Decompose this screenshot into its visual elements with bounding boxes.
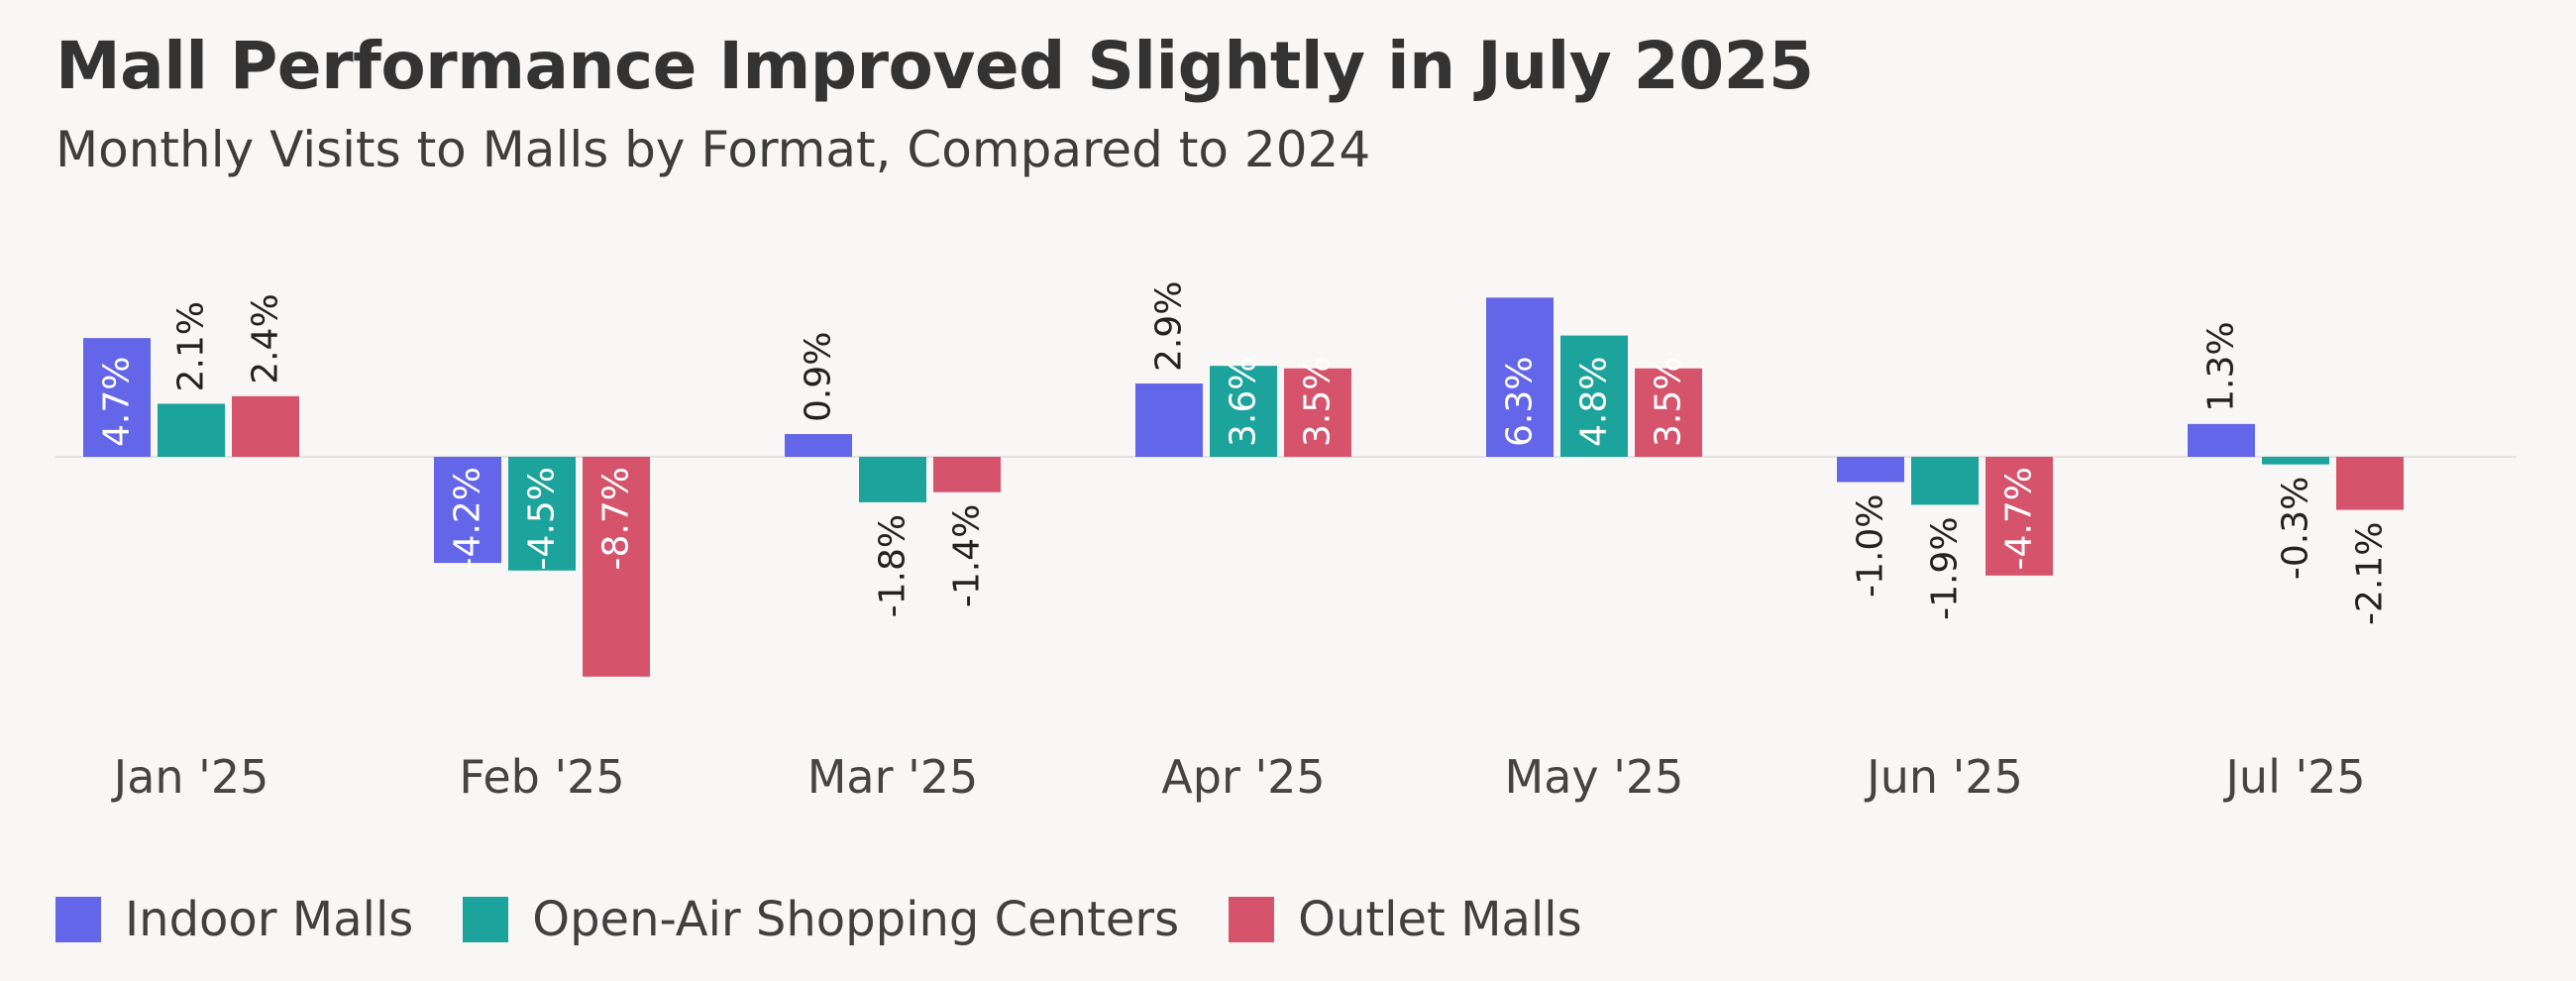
legend-label: Indoor Malls [125, 892, 414, 947]
data-label: 4.7% [97, 357, 138, 447]
bar[interactable] [232, 395, 299, 457]
data-label: -4.5% [522, 467, 563, 570]
x-tick-label: Feb '25 [459, 750, 624, 804]
bar[interactable] [434, 457, 501, 564]
bar[interactable] [2262, 457, 2329, 465]
bar[interactable] [2336, 457, 2404, 510]
x-tick-label: May '25 [1505, 750, 1684, 804]
data-label: -1.0% [1851, 494, 1891, 598]
bar[interactable] [1837, 457, 1904, 483]
legend-swatch [463, 897, 509, 942]
data-label: 0.9% [799, 332, 839, 422]
legend-label: Open-Air Shopping Centers [532, 892, 1180, 947]
data-label: -4.2% [448, 467, 488, 570]
data-label: 3.5% [1649, 357, 1689, 447]
bar[interactable] [933, 457, 1001, 492]
bar[interactable] [1284, 368, 1351, 457]
bar[interactable] [583, 457, 650, 677]
x-tick-label: Jul '25 [2222, 750, 2365, 804]
legend-item-indoor-malls[interactable]: Indoor Malls [55, 892, 413, 947]
x-tick-label: Jun '25 [1864, 750, 2023, 804]
x-tick-label: Apr '25 [1161, 750, 1325, 804]
data-label: 3.5% [1298, 357, 1339, 447]
bar[interactable] [1486, 297, 1554, 457]
data-label: 3.6% [1224, 357, 1264, 447]
data-label: -4.7% [1999, 467, 2040, 570]
bar[interactable] [2188, 423, 2255, 457]
bar[interactable] [859, 457, 926, 502]
bar[interactable] [1911, 457, 1979, 505]
legend-item-open-air-shopping-centers[interactable]: Open-Air Shopping Centers [463, 892, 1179, 947]
bar[interactable] [785, 434, 852, 457]
legend: Indoor Malls Open-Air Shopping Centers O… [55, 892, 1632, 947]
data-label: 1.3% [2201, 321, 2242, 411]
bar[interactable] [1560, 335, 1628, 457]
x-tick-label: Mar '25 [807, 750, 979, 804]
bar[interactable] [1986, 457, 2053, 576]
data-label: -1.8% [873, 514, 913, 617]
bar[interactable] [508, 457, 576, 571]
data-label: -0.3% [2276, 477, 2316, 580]
bar[interactable] [1635, 368, 1702, 457]
data-label: 2.1% [171, 301, 212, 391]
bar[interactable] [1135, 383, 1203, 457]
data-label: -1.9% [1925, 516, 1966, 619]
data-label: 2.4% [246, 293, 286, 383]
legend-label: Outlet Malls [1298, 892, 1582, 947]
legend-swatch [1229, 897, 1275, 942]
data-label: 6.3% [1500, 357, 1541, 447]
chart-subtitle: Monthly Visits to Malls by Format, Compa… [55, 121, 1371, 178]
data-label: 4.8% [1574, 357, 1615, 447]
bar[interactable] [83, 338, 151, 457]
data-label: -2.1% [2350, 522, 2391, 625]
bar[interactable] [158, 403, 225, 457]
data-label: -8.7% [596, 467, 637, 570]
chart-title: Mall Performance Improved Slightly in Ju… [55, 28, 1814, 104]
data-label: -1.4% [947, 504, 988, 607]
legend-swatch [55, 897, 101, 942]
legend-item-outlet-malls[interactable]: Outlet Malls [1229, 892, 1582, 947]
bar[interactable] [1210, 366, 1277, 457]
data-label: 2.9% [1149, 281, 1190, 372]
x-tick-label: Jan '25 [111, 750, 269, 804]
bar-chart: 4.7% 2.1% 2.4% Jan '25 -4.2% -4.5% -8.7% Feb '2… [55, 281, 2517, 804]
